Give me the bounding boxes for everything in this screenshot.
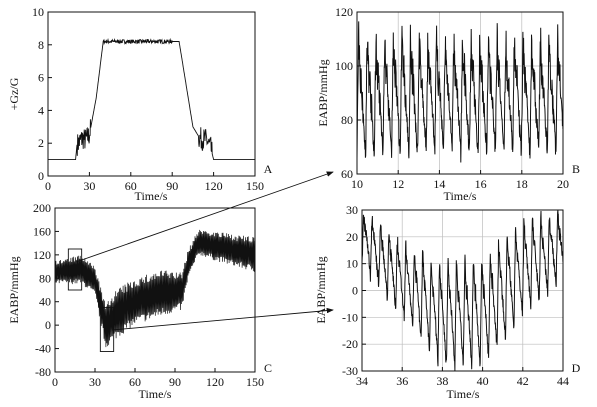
- y-tick-label: 30: [346, 203, 358, 217]
- x-tick-label: 16: [475, 177, 487, 191]
- y-tick-label: 10: [346, 257, 358, 271]
- zoom-arrow-to-panel-d: [111, 307, 334, 331]
- panel-c: 0 30 60 90 120 150 -80 -40 0 40 80 120 160 200 C Time…: [7, 201, 272, 401]
- eabp-zoom-trace: [361, 209, 564, 371]
- panel-c-x-axis-label: Time/s: [139, 387, 172, 401]
- panel-b-frame: [356, 11, 564, 175]
- y-tick-label: 200: [33, 201, 51, 215]
- panel-c-data: [54, 229, 256, 348]
- y-tick-label: 40: [39, 295, 51, 309]
- x-tick-label: 30: [83, 179, 95, 193]
- x-tick-label: 60: [125, 179, 137, 193]
- panel-d-label: D: [572, 361, 581, 375]
- x-tick-label: 150: [246, 375, 264, 389]
- panel-b-data: [356, 21, 564, 163]
- y-tick-label: 80: [39, 271, 51, 285]
- gz-profile-line: [48, 37, 255, 161]
- y-tick-label: -10: [342, 310, 358, 324]
- y-tick-label: -20: [342, 337, 358, 351]
- y-tick-label: 6: [38, 71, 44, 85]
- x-tick-label: 34: [356, 374, 368, 388]
- y-tick-label: 120: [33, 248, 51, 262]
- panel-c-label: C: [264, 361, 272, 375]
- panel-a-frame: [47, 11, 256, 177]
- x-tick-label: 40: [477, 374, 489, 388]
- y-tick-label: 10: [32, 5, 44, 19]
- panel-b-label: B: [572, 162, 580, 176]
- y-tick-label: 0: [45, 318, 51, 332]
- y-tick-label: 80: [341, 113, 353, 127]
- y-tick-label: 4: [38, 103, 44, 117]
- panel-d-x-axis-label: Time/s: [447, 387, 480, 401]
- panel-b: 10 12 14 16 18 20 60 80 100 120 B Time/s EABP/mmH…: [316, 5, 580, 203]
- eabp-trace: [54, 229, 256, 348]
- y-tick-label: 160: [33, 224, 51, 238]
- panel-a-x-axis-label: Time/s: [135, 189, 168, 203]
- eabp-zoom-trace: [356, 21, 564, 163]
- y-tick-label: 8: [38, 38, 44, 52]
- y-tick-label: -40: [35, 342, 51, 356]
- panel-b-x-axis-label: Time/s: [444, 189, 477, 203]
- x-tick-label: 120: [205, 179, 223, 193]
- x-tick-label: 38: [436, 374, 448, 388]
- x-tick-label: 12: [392, 177, 404, 191]
- x-tick-label: 30: [89, 375, 101, 389]
- y-tick-label: -80: [35, 365, 51, 379]
- panel-a-label: A: [264, 162, 273, 176]
- panel-d-ticks: 34 36 38 40 42 44 -30 -20 -10 0 10 20 30: [342, 203, 569, 388]
- y-tick-label: 20: [346, 230, 358, 244]
- x-tick-label: 10: [351, 177, 363, 191]
- zoom-box-b: [67, 248, 83, 291]
- panel-a-y-axis-label: +Gz/G: [7, 77, 21, 110]
- panel-a-ticks: 0 30 60 90 120 150 0 2 4 6 8 10: [32, 5, 264, 193]
- panel-d: 34 36 38 40 42 44 -30 -20 -10 0 10 20 30 D Time/s EA…: [314, 203, 581, 401]
- x-tick-label: 90: [169, 375, 181, 389]
- y-tick-label: 120: [335, 5, 353, 19]
- panel-c-ticks: 0 30 60 90 120 150 -80 -40 0 40 80 120 160 200: [33, 201, 264, 389]
- x-tick-label: 36: [396, 374, 408, 388]
- panel-a-data: [48, 37, 255, 161]
- y-tick-label: 100: [335, 59, 353, 73]
- x-tick-label: 0: [45, 179, 51, 193]
- panel-b-y-axis-label: EABP/mmHg: [316, 59, 330, 126]
- x-tick-label: 18: [516, 177, 528, 191]
- panel-d-y-axis-label: EABP/mmHg: [314, 256, 328, 323]
- zoom-arrow-to-panel-b: [75, 171, 334, 263]
- panel-d-data: [361, 209, 564, 371]
- x-tick-label: 0: [52, 375, 58, 389]
- x-tick-label: 14: [433, 177, 445, 191]
- panel-a: 0 30 60 90 120 150 0 2 4 6 8 10 A Time/s +Gz/G: [7, 5, 273, 203]
- x-tick-label: 20: [557, 177, 569, 191]
- panel-c-frame: [54, 207, 256, 373]
- panel-c-y-axis-label: EABP/mmHg: [7, 256, 21, 323]
- x-tick-label: 60: [129, 375, 141, 389]
- x-tick-label: 150: [246, 179, 264, 193]
- y-tick-label: 2: [38, 136, 44, 150]
- x-tick-label: 120: [206, 375, 224, 389]
- y-tick-label: 60: [341, 167, 353, 181]
- x-tick-label: 42: [517, 374, 529, 388]
- y-tick-label: 0: [352, 284, 358, 298]
- x-tick-label: 90: [166, 179, 178, 193]
- panel-b-ticks: 10 12 14 16 18 20 60 80 100 120: [335, 5, 569, 191]
- y-tick-label: -30: [342, 364, 358, 378]
- x-tick-label: 44: [557, 374, 569, 388]
- y-tick-label: 0: [38, 169, 44, 183]
